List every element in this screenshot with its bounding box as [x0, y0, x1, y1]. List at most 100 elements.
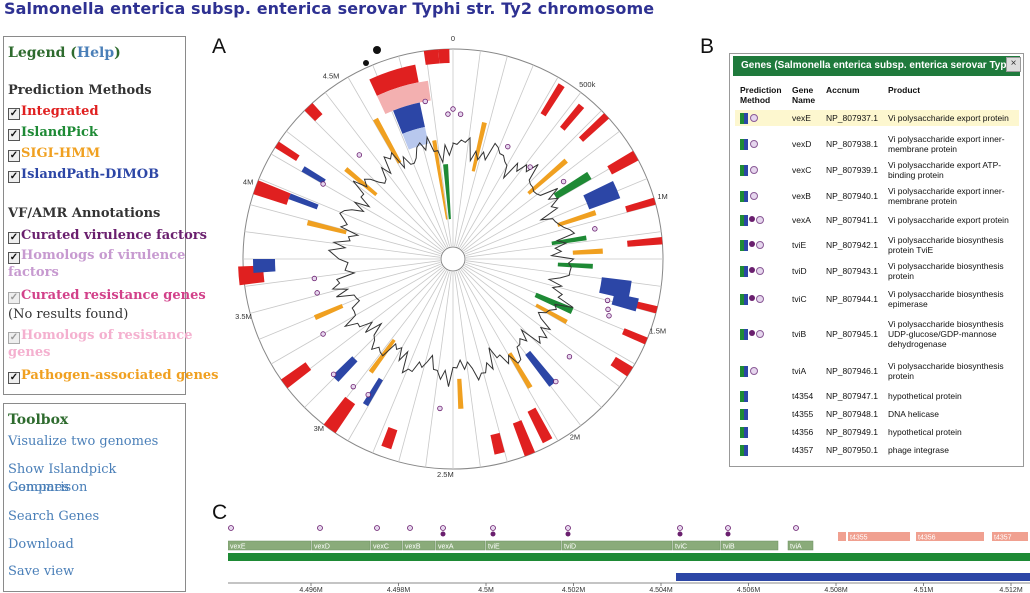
gene-row[interactable]: t4355 NP_807948.1 DNA helicase [735, 406, 1019, 422]
island-arc[interactable] [376, 80, 431, 114]
vf-marker-dot[interactable] [437, 405, 443, 412]
method-islandpick[interactable]: ✓ IslandPick [8, 124, 98, 142]
vf-marker-dot[interactable] [330, 371, 337, 378]
vf-marker-dot[interactable] [445, 111, 451, 117]
island-arc[interactable] [393, 102, 425, 134]
vf-marker-dot[interactable] [365, 391, 371, 398]
gene-row[interactable]: vexC NP_807939.1 Vi polysaccharide export … [735, 159, 1019, 181]
gene-row[interactable]: vexD NP_807938.1 Vi polysaccharide export … [735, 133, 1019, 155]
island-arc[interactable] [551, 235, 587, 246]
vf-marker-dot[interactable] [553, 378, 559, 385]
track-gene-t4356[interactable] [916, 532, 984, 541]
track-gene-vexB[interactable] [402, 540, 436, 551]
track-gene-vexE[interactable] [228, 540, 312, 551]
island-arc[interactable] [301, 166, 326, 184]
vf-marker-dot[interactable] [314, 290, 320, 296]
method-integrated[interactable]: ✓ Integrated [8, 103, 99, 121]
island-arc[interactable] [583, 180, 621, 210]
island-arc[interactable] [559, 103, 585, 131]
gene-row[interactable]: vexE NP_807937.1 Vi polysaccharide export … [735, 110, 1019, 126]
island-arc[interactable] [313, 303, 344, 321]
island-arc[interactable] [423, 49, 440, 65]
linear-track-view[interactable]: vexE vexD vexC vexB vexA tviE tviD tviC tviB tviA… [228, 523, 1030, 593]
vf-marker-dot[interactable] [527, 164, 533, 170]
island-arc[interactable] [304, 102, 323, 122]
annot-homologs-vf[interactable]: ✓ Homologs of virulence [8, 247, 185, 265]
annot-homologs-resistance[interactable]: ✓ Homologs of resistance [8, 327, 192, 345]
vf-marker-dot[interactable] [320, 331, 326, 337]
gene-row[interactable]: tviA NP_807946.1 Vi polysaccharide biosynt… [735, 358, 1019, 384]
checkbox-icon[interactable]: ✓ [8, 232, 20, 244]
island-arc[interactable] [490, 432, 505, 455]
download-link[interactable]: Download [8, 537, 74, 552]
vf-marker-dot[interactable] [605, 306, 611, 313]
island-arc[interactable] [625, 197, 656, 213]
track-gene-tviE[interactable] [485, 540, 562, 551]
island-arc[interactable] [512, 420, 536, 457]
checkbox-icon[interactable]: ✓ [8, 292, 20, 304]
island-arc[interactable] [381, 427, 398, 450]
island-arc[interactable] [253, 259, 276, 273]
island-arc[interactable] [527, 407, 553, 444]
island-arc[interactable] [553, 171, 592, 199]
vf-marker-dot[interactable] [356, 152, 363, 158]
island-arc[interactable] [344, 167, 378, 197]
island-arc[interactable] [557, 210, 597, 227]
island-arc[interactable] [627, 237, 663, 247]
island-arc[interactable] [373, 117, 402, 164]
vf-marker-dot[interactable] [422, 98, 428, 105]
gene-row[interactable]: t4356 NP_807949.1 hypothetical protein [735, 424, 1019, 440]
close-button[interactable]: × [1006, 57, 1021, 72]
island-arc[interactable] [471, 122, 487, 172]
track-gene-vexA[interactable] [435, 540, 486, 551]
island-arc[interactable] [578, 113, 610, 142]
island-arc[interactable] [508, 352, 533, 389]
gene-row[interactable]: tviB NP_807945.1 Vi polysaccharide biosynt… [735, 316, 1019, 352]
vf-marker-dot[interactable] [320, 181, 326, 187]
vf-marker-dot[interactable] [457, 111, 464, 117]
vf-marker-dot[interactable] [592, 226, 598, 232]
gene-row[interactable]: vexB NP_807940.1 Vi polysaccharide export … [735, 185, 1019, 207]
island-arc[interactable] [306, 220, 347, 235]
checkbox-icon[interactable]: ✓ [8, 129, 20, 141]
vf-marker-dot[interactable] [450, 106, 456, 112]
island-arc[interactable] [288, 193, 319, 210]
island-arc[interactable] [534, 292, 574, 314]
gene-row[interactable]: t4354 NP_807947.1 hypothetical protein [735, 388, 1019, 404]
island-arc[interactable] [535, 303, 568, 324]
help-link[interactable]: Help [76, 45, 115, 61]
vf-marker-dot[interactable] [604, 297, 611, 304]
island-arc[interactable] [274, 141, 300, 161]
track-gene-vexC[interactable] [370, 540, 403, 551]
save-view-link[interactable]: Save view [8, 564, 75, 579]
track-gene-tviC[interactable] [672, 540, 721, 551]
island-arc[interactable] [438, 49, 450, 64]
method-sigi-hmm[interactable]: ✓ SIGI-HMM [8, 145, 100, 163]
checkbox-icon[interactable]: ✓ [8, 332, 20, 344]
island-arc[interactable] [369, 64, 419, 96]
island-arc[interactable] [332, 356, 358, 382]
track-gene-tviB[interactable] [720, 540, 779, 551]
island-arc[interactable] [527, 158, 568, 195]
track-gene-t4357[interactable] [992, 532, 1028, 541]
show-islandpick-link-line2[interactable]: Genomes [8, 480, 69, 495]
annot-curated-resistance[interactable]: ✓ Curated resistance genes [8, 287, 206, 305]
island-arc[interactable] [572, 248, 603, 255]
checkbox-icon[interactable]: ✓ [8, 252, 20, 264]
island-arc[interactable] [599, 277, 632, 300]
island-arc[interactable] [557, 262, 593, 269]
island-arc[interactable] [362, 377, 383, 407]
vf-marker-dot[interactable] [311, 275, 318, 282]
method-islandpath-dimob[interactable]: ✓ IslandPath-DIMOB [8, 166, 159, 184]
vf-dots-group[interactable] [311, 98, 612, 412]
circular-genome-view[interactable]: 0 500k 1M 1.5M 2M 2.5M 3M 3.5M 4M 4.5M [233, 25, 673, 495]
island-arc[interactable] [432, 140, 448, 220]
island-arc[interactable] [525, 350, 556, 387]
island-arc[interactable] [280, 362, 312, 389]
track-gene-t4355[interactable] [848, 532, 910, 541]
island-arc[interactable] [457, 378, 464, 409]
island-arc[interactable] [368, 338, 396, 374]
track-gene-vexD[interactable] [311, 540, 371, 551]
island-arc[interactable] [610, 356, 634, 377]
island-arc[interactable] [402, 126, 429, 150]
